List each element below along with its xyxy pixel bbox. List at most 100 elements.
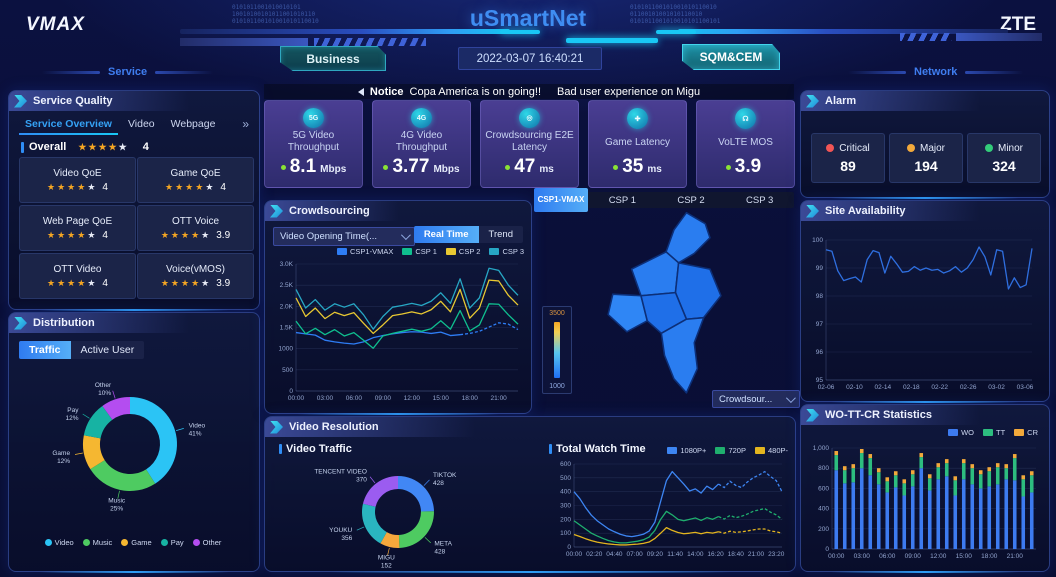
svg-text:15:00: 15:00 — [956, 553, 973, 560]
alarm-major: Major 194 — [889, 133, 963, 183]
svg-text:03:00: 03:00 — [317, 395, 334, 402]
legend-item: Pay — [160, 538, 184, 547]
svg-text:1000: 1000 — [279, 346, 294, 353]
qoe-card-ott-voice: OTT Voice ★★★★★ 3.9 — [137, 205, 254, 251]
svg-text:96: 96 — [816, 349, 824, 356]
section-line — [848, 70, 906, 74]
legend-item: CSP 3 — [489, 247, 524, 256]
datetime-display: 2022-03-07 16:40:21 — [458, 47, 602, 70]
video-resolution-panel: Video Resolution Video Traffic Total Wat… — [264, 416, 796, 573]
status-dot — [383, 164, 389, 170]
star-rating: ★★★★★ — [78, 142, 128, 153]
tab-real-time[interactable]: Real Time — [413, 226, 479, 243]
svg-text:300: 300 — [560, 503, 571, 510]
alarm-header: Alarm — [801, 91, 1049, 111]
metric-dropdown[interactable]: Video Opening Time(... — [273, 227, 415, 246]
minor-dot — [984, 144, 993, 152]
notice-banner: Notice Copa America is on going!! Bad us… — [264, 84, 794, 99]
star-icon: ★ — [87, 277, 98, 288]
svg-text:100: 100 — [560, 530, 571, 537]
crowdsourcing-icon: ◎ — [519, 108, 540, 128]
star-rating: ★★★★★ — [161, 230, 211, 241]
star-rating: ★★★★★ — [47, 278, 97, 289]
section-line — [42, 70, 100, 74]
overall-value: 4 — [142, 141, 149, 153]
svg-text:800: 800 — [818, 465, 829, 472]
header-deco-bar-right — [956, 33, 1042, 41]
kpi-5g-throughput: 5G 5G Video Throughput 8.1 Mbps — [264, 100, 363, 188]
svg-text:23:20: 23:20 — [768, 551, 785, 558]
star-icon: ★ — [108, 141, 119, 152]
svg-text:1,000: 1,000 — [813, 445, 830, 452]
svg-text:95: 95 — [816, 377, 824, 384]
star-icon: ★ — [181, 229, 192, 240]
star-icon: ★ — [47, 229, 58, 240]
legend-item: 1080P+ — [667, 446, 706, 455]
tab-video[interactable]: Video — [127, 118, 155, 130]
tab-csp2[interactable]: CSP 2 — [677, 194, 705, 206]
star-icon: ★ — [191, 229, 202, 240]
star-icon: ★ — [67, 229, 78, 240]
wo-tt-cr-header: WO-TT-CR Statistics — [801, 405, 1049, 425]
overall-marker — [21, 141, 24, 153]
header-slashes-left — [314, 38, 426, 46]
svg-text:400: 400 — [818, 506, 829, 513]
svg-text:21:00: 21:00 — [748, 551, 765, 558]
video-traffic-subtitle: Video Traffic — [279, 443, 352, 455]
legend-item: WO — [948, 428, 974, 437]
svg-text:1.5K: 1.5K — [280, 325, 294, 332]
map-metric-dropdown[interactable]: Crowdsour... — [712, 390, 800, 408]
sqm-cem-button[interactable]: SQM&CEM — [682, 44, 780, 70]
svg-text:2.0K: 2.0K — [280, 303, 294, 310]
star-icon: ★ — [175, 181, 186, 192]
star-icon: ★ — [57, 277, 68, 288]
tab-csp1[interactable]: CSP 1 — [608, 194, 636, 206]
svg-text:07:00: 07:00 — [627, 551, 644, 558]
csp-tabs: CSP1-VMAX CSP 1 CSP 2 CSP 3 — [534, 188, 794, 212]
star-icon: ★ — [201, 277, 212, 288]
svg-text:600: 600 — [818, 485, 829, 492]
svg-text:500: 500 — [560, 475, 571, 482]
panel-arrow-icon — [806, 204, 819, 218]
tab-webpage[interactable]: Webpage — [170, 118, 216, 130]
service-quality-header: Service Quality — [9, 91, 259, 111]
header-deco-line-right — [678, 29, 1008, 34]
business-button[interactable]: Business — [280, 46, 386, 71]
section-line — [155, 70, 214, 74]
star-icon: ★ — [77, 229, 88, 240]
kpi-e2e-latency: ◎ Crowdsourcing E2E Latency 47 ms — [480, 100, 579, 188]
svg-text:400: 400 — [560, 489, 571, 496]
tab-active-user[interactable]: Active User — [80, 344, 135, 356]
distribution-header: Distribution — [9, 313, 259, 333]
legend-item: 480P- — [754, 446, 788, 455]
star-icon: ★ — [191, 277, 202, 288]
star-icon: ★ — [67, 181, 78, 192]
wo-tt-cr-chart: 0 200 400 600 800 1,000 00:00 03:00 06:00 09:00 12… — [808, 444, 1040, 562]
region-map[interactable] — [562, 208, 767, 396]
tab-trend[interactable]: Trend — [488, 229, 513, 240]
tab-service-overview[interactable]: Service Overview — [17, 115, 120, 135]
scale-min-label: 1000 — [549, 383, 565, 390]
svg-text:04:40: 04:40 — [606, 551, 623, 558]
star-icon: ★ — [77, 181, 88, 192]
star-icon: ★ — [47, 181, 58, 192]
site-availability-header: Site Availability — [801, 201, 1049, 221]
video-resolution-header: Video Resolution — [265, 417, 557, 437]
tab-csp1-vmax[interactable]: CSP1-VMAX — [534, 188, 588, 212]
binary-decoration-left: 0101011001010010101 10010100101011001010… — [232, 4, 319, 25]
chevron-down-icon — [785, 392, 796, 403]
legend-item: CSP1-VMAX — [337, 247, 393, 256]
svg-text:18:00: 18:00 — [981, 553, 998, 560]
scale-max-label: 3500 — [549, 310, 565, 317]
chevron-more-icon[interactable]: » — [242, 117, 249, 131]
svg-text:02-18: 02-18 — [903, 384, 920, 391]
map-color-scale: 3500 1000 — [542, 306, 572, 394]
tab-traffic[interactable]: Traffic — [19, 341, 71, 359]
4g-icon: 4G — [411, 108, 432, 128]
svg-text:14:00: 14:00 — [687, 551, 704, 558]
tab-csp3[interactable]: CSP 3 — [746, 194, 774, 206]
svg-text:02-22: 02-22 — [931, 384, 948, 391]
